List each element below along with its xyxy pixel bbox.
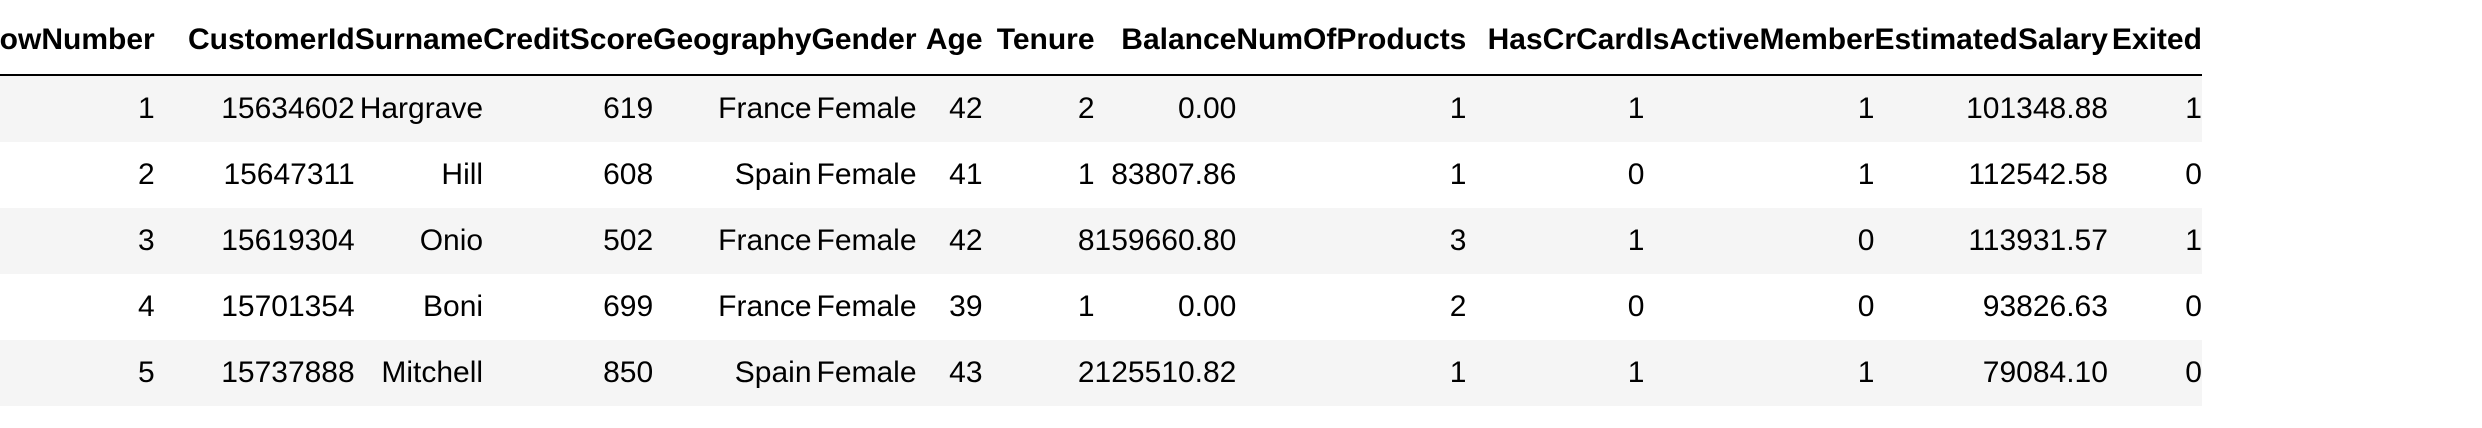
cell-row-number: 2 bbox=[138, 158, 155, 191]
cell-gender: Female bbox=[816, 92, 917, 125]
cell-estimated-salary: 101348.88 bbox=[1966, 92, 2108, 125]
cell-has-cr-card: 1 bbox=[1627, 356, 1645, 389]
cell-is-active-member: 0 bbox=[1857, 290, 1875, 323]
cell-is-active-member: 1 bbox=[1857, 356, 1875, 389]
cell-num-of-products: 1 bbox=[1449, 158, 1467, 191]
column-header-tenure: Tenure bbox=[982, 0, 1095, 76]
cell-num-of-products: 3 bbox=[1449, 224, 1467, 257]
cell-surname: Boni bbox=[423, 290, 484, 323]
cell-has-cr-card: 0 bbox=[1627, 290, 1645, 323]
table-header: RowNumber CustomerId Surname CreditScore… bbox=[0, 0, 2202, 76]
header-row: RowNumber CustomerId Surname CreditScore… bbox=[0, 0, 2202, 76]
cell-num-of-products: 2 bbox=[1449, 290, 1467, 323]
table-row: 3 15619304 Onio 502 France Female 42 8 159660.80… bbox=[0, 208, 2202, 274]
cell-customer-id: 15634602 bbox=[221, 92, 355, 125]
cell-surname: Hargrave bbox=[359, 92, 484, 125]
column-header-is-active-member: IsActiveMember bbox=[1644, 0, 1875, 76]
cell-gender: Female bbox=[816, 356, 917, 389]
column-header-estimated-salary: EstimatedSalary bbox=[1874, 0, 2108, 76]
cell-row-number: 4 bbox=[138, 290, 155, 323]
cell-credit-score: 608 bbox=[603, 158, 654, 191]
cell-surname: Hill bbox=[441, 158, 484, 191]
cell-has-cr-card: 0 bbox=[1627, 158, 1645, 191]
table-row: 4 15701354 Boni 699 France Female 39 1 0.00 2 0 0 93… bbox=[0, 274, 2202, 340]
cell-has-cr-card: 1 bbox=[1627, 224, 1645, 257]
cell-balance: 0.00 bbox=[1177, 92, 1237, 125]
table-body: 1 15634602 Hargrave 619 France Female 42 2 0.00 1… bbox=[0, 75, 2202, 406]
cell-customer-id: 15701354 bbox=[221, 290, 355, 323]
cell-surname: Onio bbox=[419, 224, 484, 257]
cell-is-active-member: 1 bbox=[1857, 92, 1875, 125]
cell-customer-id: 15619304 bbox=[221, 224, 355, 257]
column-header-gender: Gender bbox=[811, 0, 917, 76]
cell-num-of-products: 1 bbox=[1449, 92, 1467, 125]
column-header-exited: Exited bbox=[2107, 0, 2202, 76]
cell-estimated-salary: 79084.10 bbox=[1982, 356, 2108, 389]
cell-customer-id: 15647311 bbox=[223, 158, 355, 191]
cell-age: 41 bbox=[949, 158, 983, 191]
cell-has-cr-card: 1 bbox=[1627, 92, 1645, 125]
cell-credit-score: 850 bbox=[603, 356, 654, 389]
cell-geography: Spain bbox=[734, 158, 812, 191]
cell-geography: France bbox=[718, 92, 812, 125]
column-header-age: Age bbox=[916, 0, 983, 76]
cell-geography: France bbox=[718, 224, 812, 257]
cell-estimated-salary: 112542.58 bbox=[1968, 158, 2108, 191]
cell-age: 42 bbox=[949, 224, 983, 257]
cell-customer-id: 15737888 bbox=[221, 356, 355, 389]
cell-estimated-salary: 113931.57 bbox=[1968, 224, 2108, 257]
column-header-surname: Surname bbox=[354, 0, 484, 76]
cell-credit-score: 699 bbox=[603, 290, 654, 323]
column-header-balance: Balance bbox=[1094, 0, 1237, 76]
cell-num-of-products: 1 bbox=[1449, 356, 1467, 389]
table-row: 5 15737888 Mitchell 850 Spain Female 43 2 125510… bbox=[0, 340, 2202, 406]
cell-geography: Spain bbox=[734, 356, 812, 389]
cell-credit-score: 502 bbox=[603, 224, 654, 257]
cell-row-number: 5 bbox=[138, 356, 155, 389]
cell-tenure: 2 bbox=[1077, 92, 1095, 125]
cell-age: 42 bbox=[949, 92, 983, 125]
column-header-has-cr-card: HasCrCard bbox=[1466, 0, 1645, 76]
cell-gender: Female bbox=[816, 224, 917, 257]
cell-balance: 0.00 bbox=[1177, 290, 1237, 323]
cell-balance: 83807.86 bbox=[1111, 158, 1237, 191]
cell-credit-score: 619 bbox=[603, 92, 654, 125]
cell-tenure: 2 bbox=[1077, 356, 1095, 389]
column-header-geography: Geography bbox=[653, 0, 812, 76]
cell-tenure: 1 bbox=[1077, 158, 1095, 191]
column-header-credit-score: CreditScore bbox=[483, 0, 654, 76]
cell-geography: France bbox=[718, 290, 812, 323]
cell-exited: 1 bbox=[2185, 92, 2202, 125]
column-header-num-of-products: NumOfProducts bbox=[1236, 0, 1467, 76]
cell-exited: 0 bbox=[2185, 356, 2202, 389]
cell-is-active-member: 1 bbox=[1857, 158, 1875, 191]
dataframe-table-container: RowNumber CustomerId Surname CreditScore… bbox=[0, 0, 2202, 406]
cell-exited: 1 bbox=[2185, 224, 2202, 257]
column-header-customer-id: CustomerId bbox=[154, 0, 355, 76]
cell-balance: 125510.82 bbox=[1094, 356, 1237, 389]
cell-row-number: 3 bbox=[138, 224, 155, 257]
cell-gender: Female bbox=[816, 290, 917, 323]
cell-gender: Female bbox=[816, 158, 917, 191]
table-row: 2 15647311 Hill 608 Spain Female 41 1 83807.86 1 0… bbox=[0, 142, 2202, 208]
cell-exited: 0 bbox=[2185, 158, 2202, 191]
cell-tenure: 8 bbox=[1077, 224, 1095, 257]
cell-age: 43 bbox=[949, 356, 983, 389]
table-row: 1 15634602 Hargrave 619 France Female 42 2 0.00 1… bbox=[0, 75, 2202, 142]
cell-balance: 159660.80 bbox=[1094, 224, 1237, 257]
cell-age: 39 bbox=[949, 290, 983, 323]
cell-is-active-member: 0 bbox=[1857, 224, 1875, 257]
cell-exited: 0 bbox=[2185, 290, 2202, 323]
dataframe-table: RowNumber CustomerId Surname CreditScore… bbox=[0, 0, 2202, 406]
column-header-row-number: RowNumber bbox=[0, 0, 155, 76]
cell-estimated-salary: 93826.63 bbox=[1982, 290, 2108, 323]
cell-tenure: 1 bbox=[1077, 290, 1095, 323]
cell-row-number: 1 bbox=[138, 92, 155, 125]
cell-surname: Mitchell bbox=[381, 356, 484, 389]
